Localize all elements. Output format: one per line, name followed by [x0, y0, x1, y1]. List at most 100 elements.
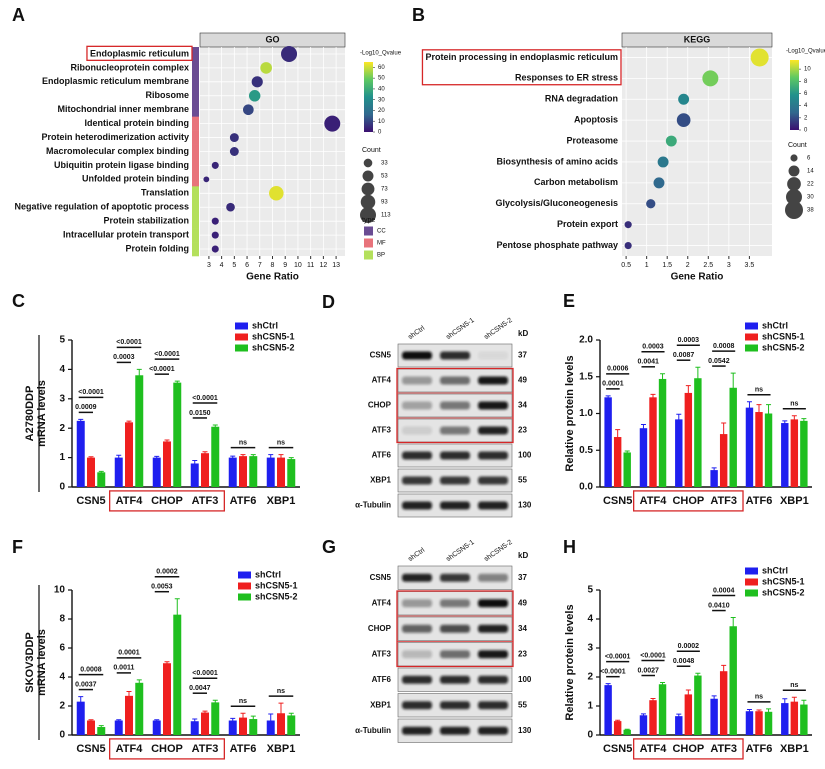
size-legend-label: 33: [381, 161, 388, 167]
band: [478, 351, 508, 360]
p-value-label: 0.0150: [189, 410, 211, 417]
x-tick-label: CSN5: [603, 495, 632, 507]
legend-label: shCSN5-2: [762, 342, 805, 352]
error-bar: [615, 429, 621, 445]
error-bar: [88, 719, 94, 722]
row-label: ATF4: [372, 598, 392, 607]
category-label: Identical protein binding: [85, 118, 190, 128]
category-label: Macromolecular complex binding: [46, 146, 189, 156]
y-tick-label: 0.5: [579, 445, 593, 456]
error-bar: [240, 712, 246, 723]
p-value-label: 0.0002: [156, 569, 178, 576]
legend-swatch: [235, 322, 248, 330]
bubble: [678, 93, 690, 105]
error-bar: [640, 713, 646, 718]
error-bar: [782, 698, 788, 708]
bubble: [226, 202, 235, 212]
y-tick-label: 1: [587, 701, 593, 712]
colorbar-label: 4: [804, 103, 808, 109]
bubble: [248, 90, 261, 102]
size-legend-label: 22: [807, 182, 814, 188]
band: [402, 426, 432, 435]
error-bar: [650, 393, 656, 401]
band: [478, 451, 508, 460]
band: [478, 650, 508, 659]
bar: [639, 428, 648, 487]
side-label: SKOV3DDP: [24, 632, 36, 693]
legend-label: shCSN5-2: [255, 591, 298, 601]
error-bar: [660, 373, 666, 385]
x-tick-label: 1: [645, 262, 649, 269]
bar: [755, 412, 763, 487]
y-tick-label: 0: [59, 482, 65, 493]
x-axis-label: Gene Ratio: [246, 272, 299, 283]
error-bar: [711, 467, 717, 473]
legend-label: shCtrl: [252, 320, 278, 330]
band: [478, 701, 508, 710]
band: [402, 501, 432, 510]
band: [402, 726, 432, 735]
category-label: Mitochondrial inner membrane: [57, 104, 189, 114]
size-legend-dot: [363, 158, 373, 168]
kd-label: 130: [518, 501, 532, 510]
p-value-label: 0.0004: [713, 587, 735, 594]
category-label: Translation: [141, 188, 189, 198]
lane-label: shCSN5-2: [483, 539, 514, 563]
size-legend-label: 14: [807, 169, 814, 175]
error-bar: [791, 415, 797, 424]
category-label: Proteasome: [566, 135, 618, 145]
group-legend-label: CC: [377, 229, 386, 235]
kd-label: 55: [518, 476, 527, 485]
error-bar: [711, 695, 717, 703]
x-tick-label: 7: [258, 262, 262, 269]
error-bar: [116, 454, 122, 461]
band: [478, 726, 508, 735]
bar: [729, 387, 737, 487]
row-label: XBP1: [370, 700, 391, 709]
band: [478, 573, 508, 582]
category-label: Intracellular protein transport: [63, 229, 189, 239]
p-value-label: ns: [277, 688, 285, 695]
error-bar: [288, 712, 294, 719]
kd-label: 23: [518, 426, 527, 435]
legend-swatch: [745, 578, 758, 586]
unit-label: kD: [518, 551, 528, 560]
row-label: ATF6: [372, 675, 392, 684]
size-legend-label: 113: [381, 213, 391, 219]
group-legend-label: MF: [377, 241, 386, 247]
colorbar-label: 10: [804, 67, 811, 73]
bar: [649, 397, 657, 487]
row-label: α-Tubulin: [355, 726, 391, 735]
band: [478, 599, 508, 608]
p-value-label: 0.0003: [642, 344, 664, 351]
panel-letter: C: [12, 291, 25, 311]
lane-label: shCSN5-2: [483, 317, 514, 341]
error-bar: [250, 454, 256, 459]
p-value-label: ns: [755, 387, 763, 394]
p-value-label: <0.0001: [78, 389, 104, 396]
kd-label: 100: [518, 451, 532, 460]
lane-label: shCtrl: [407, 547, 426, 563]
highlight-box: [633, 490, 744, 512]
p-value-label: 0.0037: [75, 681, 97, 688]
legend-label: shCtrl: [762, 320, 788, 330]
band: [478, 401, 508, 410]
band: [440, 726, 470, 735]
colorbar-label: 10: [378, 119, 385, 125]
bar: [287, 459, 296, 487]
panel-letter: B: [412, 5, 425, 25]
lane-label: shCtrl: [407, 325, 426, 341]
category-label: Pentose phosphate pathway: [496, 240, 618, 250]
bar: [675, 716, 683, 735]
bar: [228, 457, 237, 487]
bar: [201, 453, 209, 487]
bubble: [243, 104, 254, 116]
bubble: [750, 48, 769, 67]
group-legend-swatch: [364, 238, 373, 248]
legend-swatch: [745, 589, 758, 597]
band: [440, 401, 470, 410]
kd-label: 34: [518, 624, 527, 633]
p-value-label: 0.0053: [151, 584, 173, 591]
bar: [173, 614, 182, 735]
bar: [755, 711, 763, 735]
